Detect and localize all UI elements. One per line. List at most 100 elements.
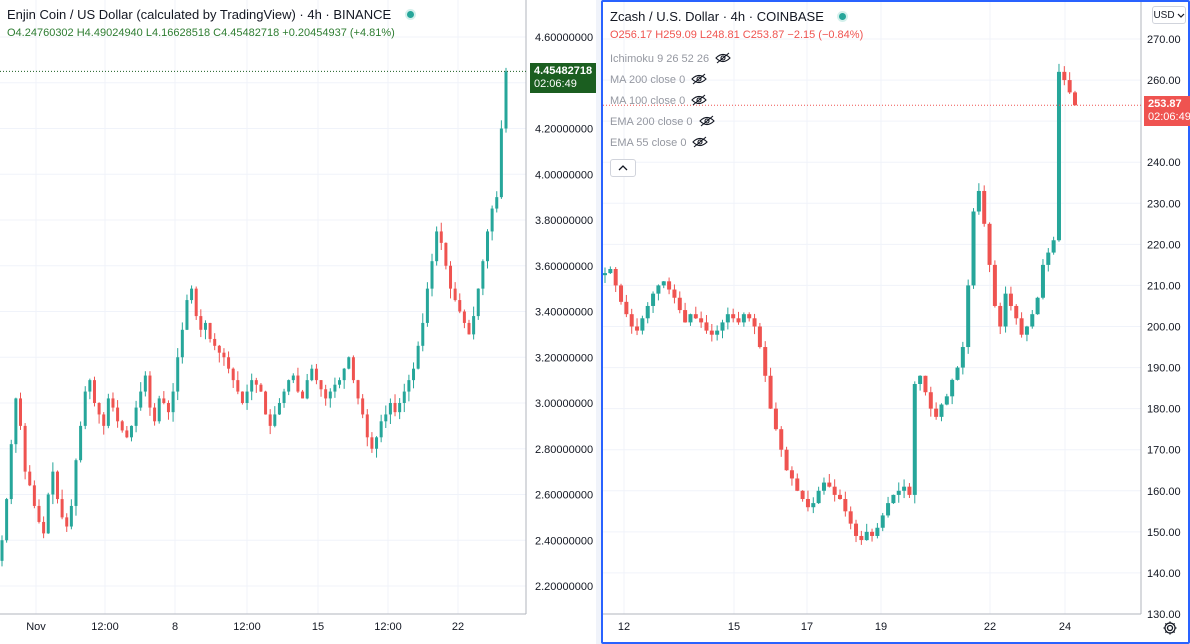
candle [199, 309, 203, 338]
right-legend: Zcash / U.S. Dollar · 4h · COINBASE O256… [610, 8, 863, 177]
candle [421, 313, 425, 352]
candle [731, 308, 736, 323]
candle [667, 277, 672, 295]
collapse-legend-button[interactable] [610, 159, 636, 177]
candle [162, 391, 166, 405]
zcash-chart-canvas[interactable]: 270.00260.00250.00240.00230.00220.00210.… [603, 2, 1188, 642]
candle [439, 222, 443, 251]
candle [375, 436, 379, 458]
right-last-price-label: 253.87 02:06:49 [1144, 96, 1190, 126]
enjin-chart-canvas[interactable]: 4.600000004.400000004.200000004.00000000… [0, 0, 596, 644]
candle [629, 308, 634, 334]
right-chart-pane[interactable]: 270.00260.00250.00240.00230.00220.00210.… [601, 0, 1190, 644]
candle [704, 315, 709, 334]
y-tick-label: 2.40000000 [535, 535, 593, 547]
indicator-row[interactable]: MA 200 close 0 [610, 70, 863, 91]
candle [805, 490, 810, 512]
candle [425, 282, 429, 327]
indicator-row[interactable]: Ichimoku 9 26 52 26 [610, 49, 863, 70]
candle [795, 473, 800, 492]
indicator-label: MA 200 close 0 [610, 74, 686, 86]
candle [305, 373, 309, 400]
candle [486, 229, 490, 269]
indicator-label: EMA 200 close 0 [610, 116, 693, 128]
candle [645, 302, 650, 324]
indicator-row[interactable]: EMA 55 close 0 [610, 133, 863, 154]
indicator-row[interactable]: EMA 200 close 0 [610, 112, 863, 133]
eye-hidden-icon[interactable] [692, 136, 709, 148]
candle [490, 205, 494, 241]
candle [1051, 236, 1056, 255]
candle [23, 423, 27, 480]
candle [213, 333, 217, 351]
candle [982, 185, 987, 227]
candle [134, 400, 138, 433]
candle [328, 388, 332, 408]
candle [347, 356, 351, 370]
right-interval[interactable]: 4h [730, 9, 746, 24]
candle [725, 307, 730, 330]
left-interval[interactable]: 4h [307, 7, 322, 22]
eye-hidden-icon[interactable] [698, 115, 715, 127]
candle [672, 284, 677, 304]
candle [763, 341, 768, 382]
candle [338, 377, 342, 389]
candle [1073, 90, 1077, 106]
candle [92, 376, 96, 407]
left-countdown: 02:06:49 [534, 78, 577, 90]
y-tick-label: 3.00000000 [535, 398, 593, 410]
candle [677, 291, 682, 314]
candle [264, 390, 268, 415]
candle [88, 378, 92, 400]
candle [379, 414, 383, 443]
candle [870, 528, 875, 542]
chevron-down-icon [1177, 13, 1184, 18]
currency-select[interactable]: USD [1152, 6, 1186, 24]
candle [504, 67, 508, 133]
candle [277, 398, 281, 415]
candle [55, 470, 59, 504]
candle [971, 208, 976, 289]
indicator-list: Ichimoku 9 26 52 26 MA 200 close 0 MA 100 … [610, 49, 863, 154]
left-high: H4.49024940 [76, 27, 143, 39]
candle [1014, 304, 1019, 325]
left-chart-pane[interactable]: 4.600000004.400000004.200000004.00000000… [0, 0, 596, 644]
candle [736, 311, 741, 325]
candle [282, 388, 286, 408]
candle [148, 371, 152, 416]
candle [1008, 286, 1013, 311]
candle [752, 313, 757, 335]
left-close: C4.45482718 [213, 27, 280, 39]
candle [102, 412, 106, 435]
candle [37, 499, 41, 524]
candle [854, 519, 859, 543]
left-change: +0.20454937 (+4.81%) [282, 27, 395, 39]
candles [0, 67, 508, 567]
candle [624, 294, 629, 318]
right-exchange: COINBASE [756, 9, 824, 24]
y-tick-label: 200.00 [1147, 322, 1181, 334]
candle [811, 497, 816, 514]
right-open: O256.17 [610, 29, 653, 41]
pane-divider[interactable] [596, 0, 601, 644]
candle [832, 479, 837, 502]
candle [499, 120, 503, 199]
eye-hidden-icon[interactable] [715, 52, 731, 64]
candle [222, 348, 226, 366]
eye-hidden-icon[interactable] [691, 73, 707, 85]
eye-hidden-icon[interactable] [691, 94, 707, 106]
y-tick-label: 3.60000000 [535, 261, 593, 273]
x-tick-label: 8 [172, 621, 178, 633]
y-tick-label: 3.40000000 [535, 307, 593, 319]
candle [74, 458, 78, 516]
market-status-icon [404, 9, 416, 20]
candle [640, 315, 645, 335]
indicator-row[interactable]: MA 100 close 0 [610, 91, 863, 112]
gear-icon[interactable] [1162, 620, 1178, 636]
candle [784, 446, 789, 471]
candle [125, 425, 129, 439]
left-symbol-title[interactable]: Enjin Coin / US Dollar (calculated by Tr… [7, 7, 296, 22]
right-low: L248.81 [699, 29, 740, 41]
right-symbol-title[interactable]: Zcash / U.S. Dollar [610, 9, 720, 24]
candle [476, 288, 480, 320]
